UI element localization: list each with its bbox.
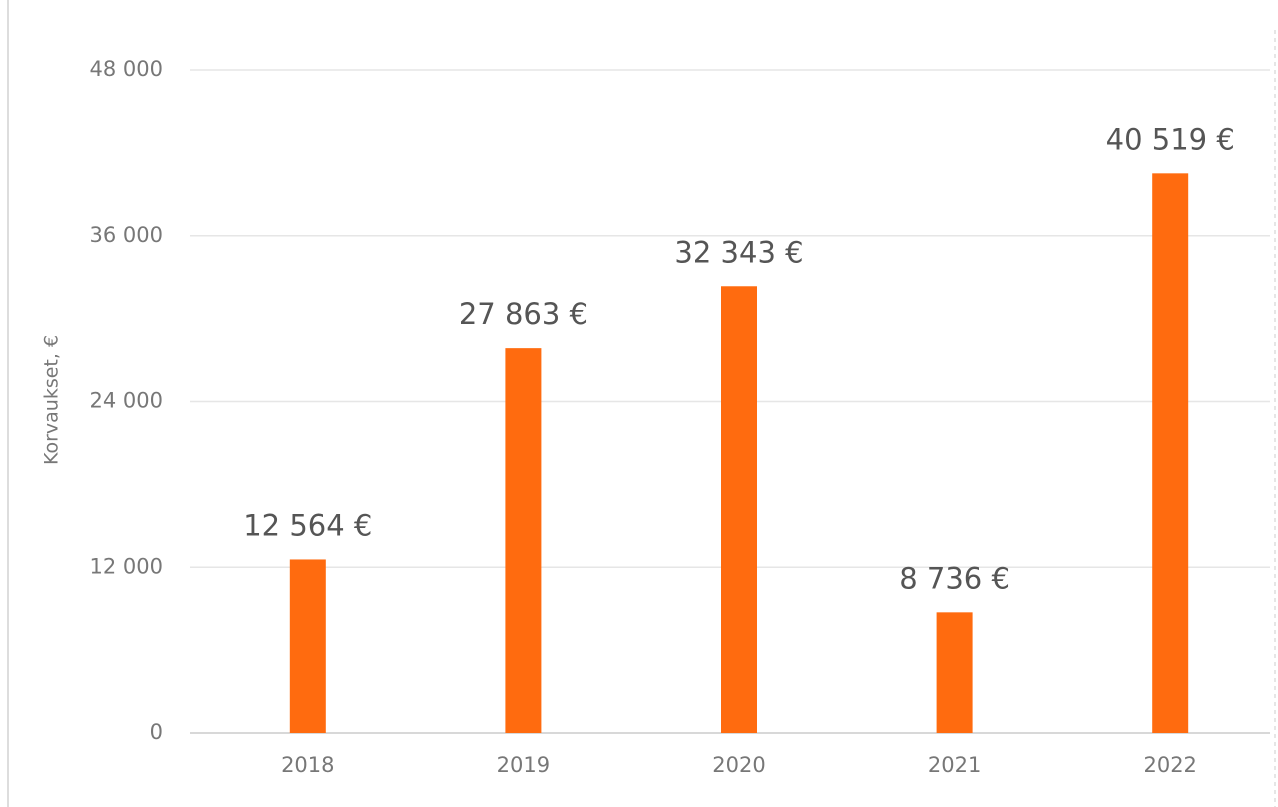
x-tick-label: 2022 [1143, 753, 1196, 777]
y-tick-label: 12 000 [90, 554, 163, 578]
bar [505, 348, 542, 733]
x-tick-label: 2018 [281, 753, 334, 777]
bar [1152, 173, 1189, 734]
bar [936, 612, 973, 733]
y-axis-label: Korvaukset, € [41, 335, 63, 465]
x-tick-label: 2020 [712, 753, 765, 777]
y-tick-label: 0 [150, 720, 163, 744]
y-tick-label: 36 000 [90, 223, 163, 247]
y-tick-label: 24 000 [90, 389, 163, 413]
bar [721, 286, 757, 733]
x-tick-label: 2021 [928, 753, 981, 777]
value-label: 27 863 € [459, 297, 588, 331]
value-label: 8 736 € [899, 561, 1010, 595]
value-label: 40 519 € [1106, 122, 1235, 156]
x-tick-label: 2019 [497, 753, 550, 777]
bar [289, 559, 326, 733]
value-label: 12 564 € [243, 508, 372, 542]
value-label: 32 343 € [674, 235, 803, 269]
y-tick-label: 48 000 [90, 57, 163, 81]
